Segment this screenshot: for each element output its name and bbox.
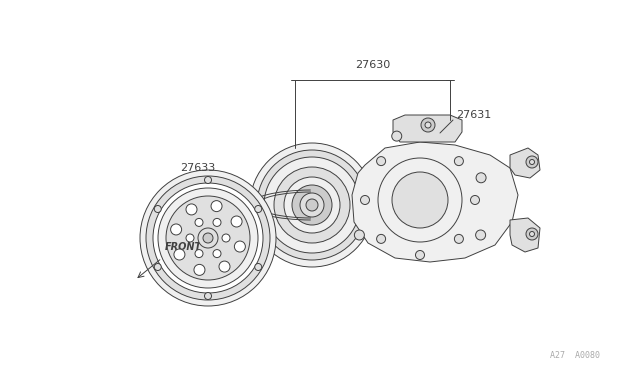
- Circle shape: [421, 118, 435, 132]
- Circle shape: [476, 173, 486, 183]
- Circle shape: [171, 224, 182, 235]
- Circle shape: [250, 143, 374, 267]
- Circle shape: [454, 157, 463, 166]
- Circle shape: [425, 122, 431, 128]
- Circle shape: [146, 176, 270, 300]
- Circle shape: [526, 228, 538, 240]
- Circle shape: [355, 230, 364, 240]
- Circle shape: [211, 201, 222, 212]
- Circle shape: [153, 183, 263, 293]
- Circle shape: [158, 188, 258, 288]
- Polygon shape: [510, 148, 540, 178]
- Polygon shape: [340, 197, 378, 213]
- Circle shape: [154, 205, 161, 212]
- Circle shape: [205, 292, 211, 299]
- Circle shape: [376, 234, 386, 243]
- Polygon shape: [393, 115, 462, 142]
- Circle shape: [284, 177, 340, 233]
- Circle shape: [255, 263, 262, 270]
- Circle shape: [186, 204, 197, 215]
- Circle shape: [526, 156, 538, 168]
- Text: FRONT: FRONT: [165, 242, 202, 252]
- Polygon shape: [510, 218, 540, 252]
- Circle shape: [376, 157, 386, 166]
- Circle shape: [392, 131, 402, 141]
- Circle shape: [140, 170, 276, 306]
- Circle shape: [292, 185, 332, 225]
- Circle shape: [213, 218, 221, 227]
- Circle shape: [470, 196, 479, 205]
- Circle shape: [454, 234, 463, 243]
- Circle shape: [274, 167, 350, 243]
- Circle shape: [255, 205, 262, 212]
- Circle shape: [378, 158, 462, 242]
- Circle shape: [476, 230, 486, 240]
- Circle shape: [203, 233, 213, 243]
- Circle shape: [174, 249, 185, 260]
- Circle shape: [194, 264, 205, 275]
- Circle shape: [198, 228, 218, 248]
- Circle shape: [300, 193, 324, 217]
- Circle shape: [529, 231, 534, 237]
- Circle shape: [231, 216, 242, 227]
- Circle shape: [392, 172, 448, 228]
- Circle shape: [154, 263, 161, 270]
- Circle shape: [186, 234, 194, 242]
- Circle shape: [195, 250, 203, 257]
- Circle shape: [222, 234, 230, 242]
- Text: A27  A0080: A27 A0080: [550, 351, 600, 360]
- Text: 27630: 27630: [355, 60, 390, 70]
- Circle shape: [415, 250, 424, 260]
- Circle shape: [264, 157, 360, 253]
- Text: 27631: 27631: [456, 110, 492, 120]
- Circle shape: [195, 218, 203, 227]
- Circle shape: [213, 250, 221, 257]
- Circle shape: [360, 196, 369, 205]
- Text: 27633: 27633: [180, 163, 215, 173]
- Circle shape: [234, 241, 245, 252]
- Circle shape: [219, 261, 230, 272]
- Circle shape: [257, 150, 367, 260]
- Circle shape: [529, 160, 534, 164]
- Circle shape: [306, 199, 318, 211]
- Polygon shape: [352, 142, 518, 262]
- Circle shape: [166, 196, 250, 280]
- Circle shape: [205, 176, 211, 183]
